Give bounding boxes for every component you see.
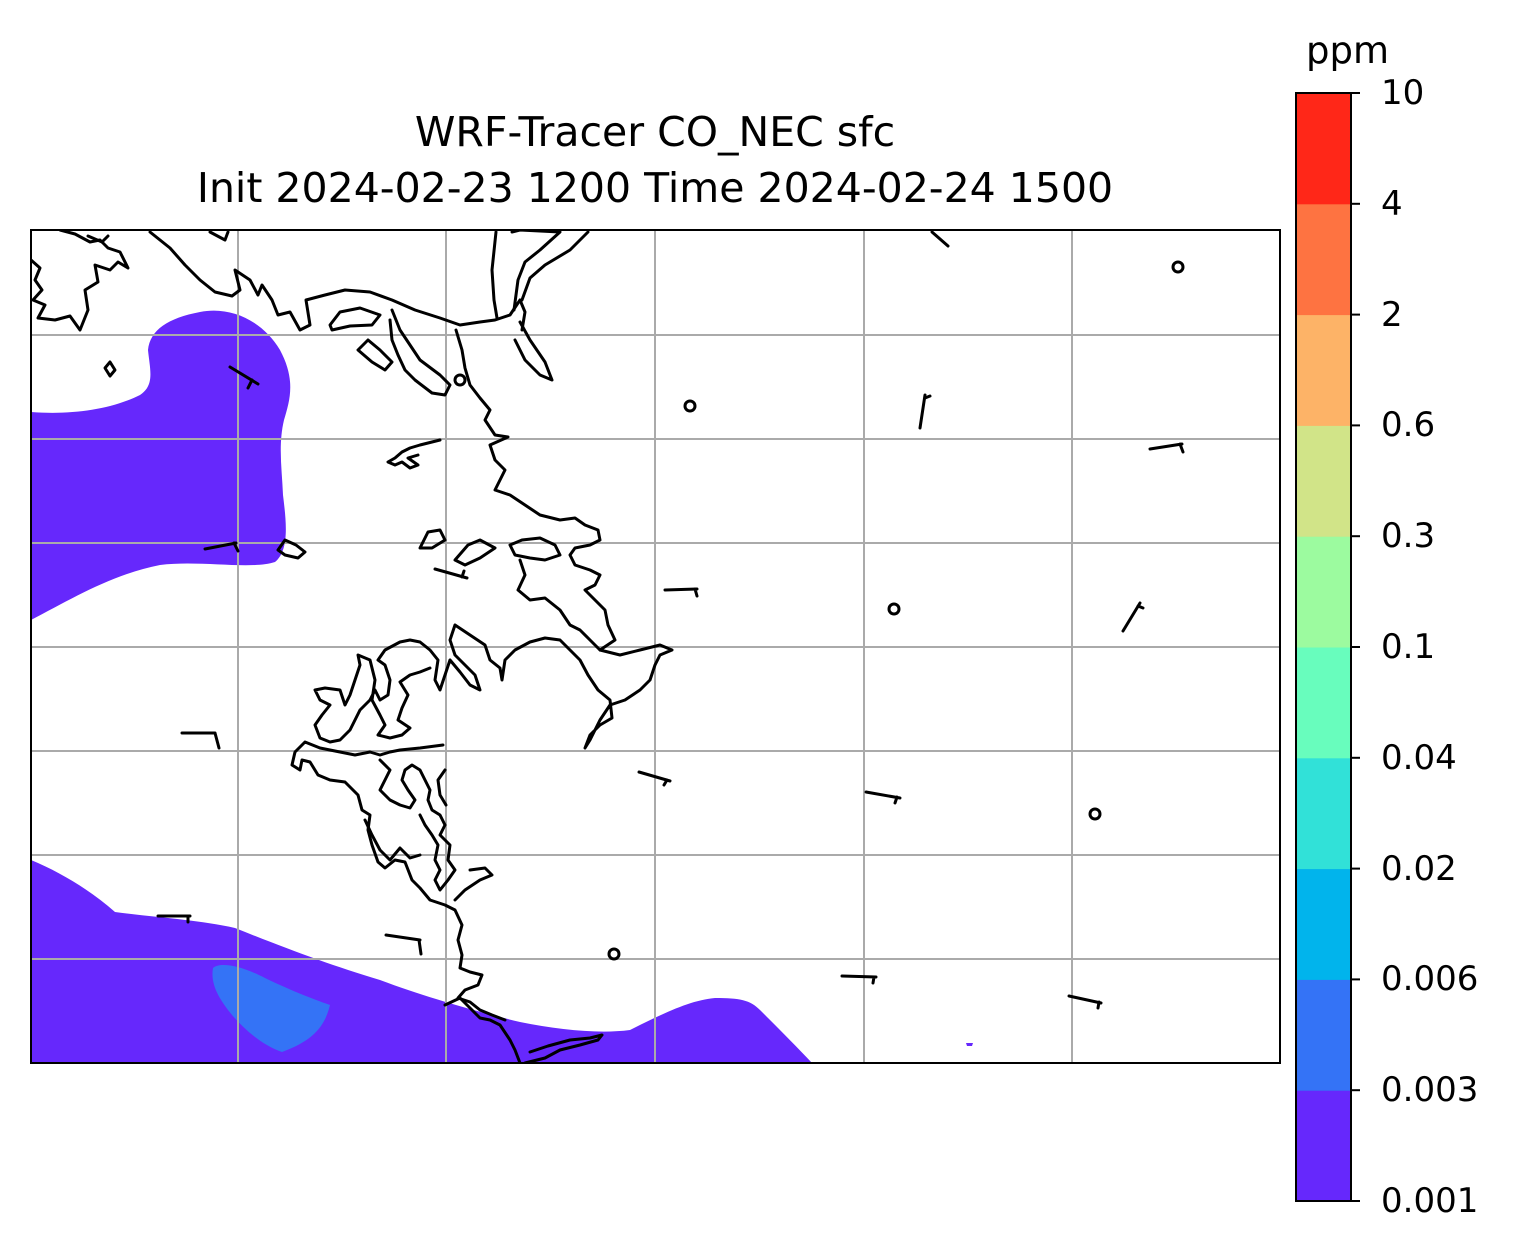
colorbar-tick-label: 2 xyxy=(1381,294,1403,335)
colorbar-segment xyxy=(1296,1090,1351,1202)
map-frame xyxy=(30,229,1281,1064)
wind-barb xyxy=(180,731,221,750)
wind-barb xyxy=(918,393,932,430)
colorbar-segment xyxy=(1296,757,1351,870)
colorbar-tick-label: 0.1 xyxy=(1381,627,1436,667)
colorbar-segment xyxy=(1296,868,1351,980)
colorbar-tick-label: 0.6 xyxy=(1381,405,1436,446)
wind-barb xyxy=(156,914,192,924)
wind-barb xyxy=(433,567,469,580)
colorbar-segment xyxy=(1296,93,1351,205)
colorbar-segment xyxy=(1296,536,1351,648)
wind-barb xyxy=(1148,442,1185,454)
wind-barb xyxy=(1121,601,1145,633)
plume-upper-west xyxy=(31,310,291,620)
colorbar-segment xyxy=(1296,425,1351,537)
colorbar-tick-label: 10 xyxy=(1381,73,1425,113)
plume-speck xyxy=(966,1043,973,1046)
wind-barb xyxy=(1067,994,1103,1010)
wind-barb xyxy=(663,587,699,598)
wind-barb xyxy=(840,974,878,985)
colorbar-tick-label: 0.3 xyxy=(1381,516,1436,557)
colorbar-tick-label: 0.003 xyxy=(1381,1070,1479,1111)
colorbar-tick-label: 0.006 xyxy=(1381,959,1479,1000)
map-area xyxy=(31,230,1280,1063)
gridlines xyxy=(31,230,1280,1063)
wind-barb xyxy=(203,541,240,553)
colorbar-segment xyxy=(1296,203,1351,316)
colorbar-tick-label: 0.001 xyxy=(1381,1181,1479,1221)
wind-barb xyxy=(384,933,423,956)
colorbar-segment xyxy=(1296,979,1351,1091)
colorbar-tick-label: 4 xyxy=(1381,183,1403,224)
plume-south-core xyxy=(212,965,330,1052)
plot-title-line-1: WRF-Tracer CO_NEC sfc xyxy=(414,108,896,156)
wind-barb xyxy=(864,790,902,805)
colorbar-units-label: ppm xyxy=(1306,29,1390,72)
colorbar-tick-label: 0.04 xyxy=(1381,737,1457,778)
wind-barbs xyxy=(156,365,1185,1010)
colorbar-segment xyxy=(1296,647,1351,759)
plot-title-line-2: Init 2024-02-23 1200 Time 2024-02-24 150… xyxy=(196,164,1114,212)
coastlines xyxy=(31,230,1185,1063)
colorbar xyxy=(1295,92,1360,1202)
wind-barb xyxy=(637,770,672,787)
colorbar-segment xyxy=(1296,314,1351,426)
wind-barb xyxy=(228,365,260,390)
colorbar-tick-label: 0.02 xyxy=(1381,848,1457,889)
plume-south xyxy=(31,860,812,1063)
